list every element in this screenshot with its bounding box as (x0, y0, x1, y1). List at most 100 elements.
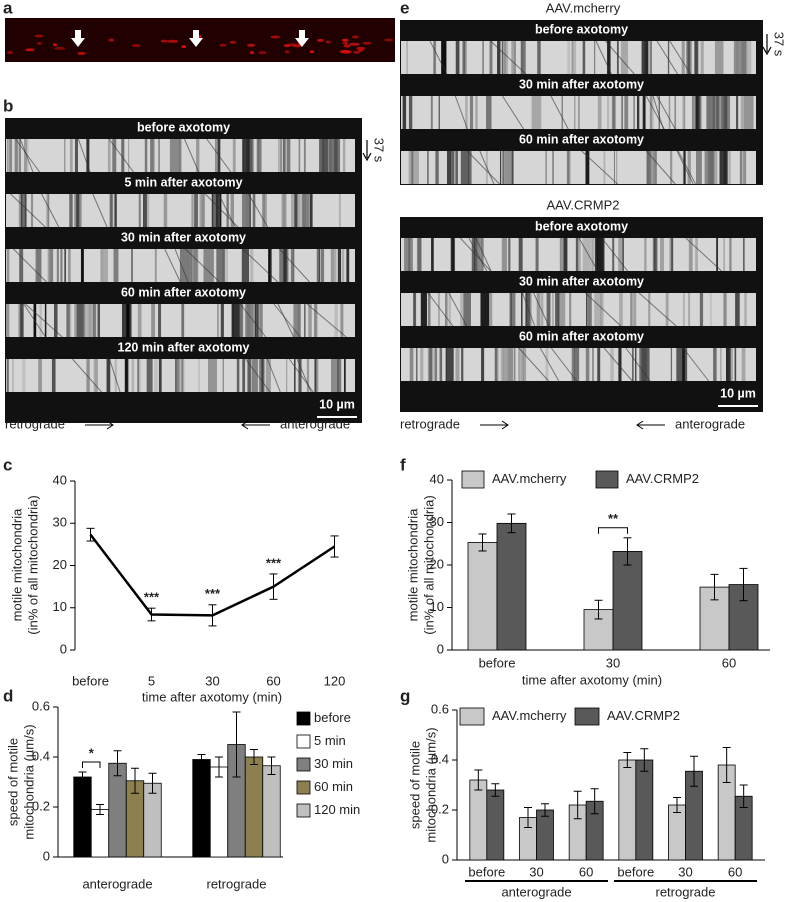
kymograph-stripe (502, 348, 514, 381)
group-title: AAV.mcherry (546, 0, 621, 15)
mito-spot (247, 43, 256, 47)
kymograph-stripe (671, 238, 674, 271)
kymograph-stripe (600, 293, 602, 326)
kymograph-stripe (743, 238, 745, 271)
error-bar (623, 752, 632, 768)
kymograph-stripe (460, 293, 464, 326)
kymograph-stripe (585, 293, 588, 326)
group-label: anterograde (501, 884, 571, 899)
kymograph-trace (685, 237, 722, 272)
kymograph-trace (585, 292, 622, 327)
mito-spot (356, 46, 366, 50)
annotation: *** (144, 590, 160, 605)
kymograph-stripe (247, 359, 252, 392)
kymograph-stripe (69, 194, 73, 227)
kymograph-stripe (585, 348, 590, 381)
panel-label: d (3, 686, 13, 705)
kymograph-stripe (97, 304, 101, 337)
error-bar (232, 711, 241, 778)
kymograph-trace (245, 358, 271, 393)
time-arrow-head (762, 46, 772, 56)
error-bar (78, 771, 87, 783)
mito-spot (270, 35, 280, 39)
kymograph-stripe (110, 194, 114, 227)
kymograph-stripe (409, 348, 414, 381)
kymograph-stripe (290, 249, 294, 282)
kymograph-stripe (715, 96, 719, 129)
kymograph-stripe (499, 151, 502, 184)
kymograph-stripe (463, 41, 467, 74)
kymograph-trace (13, 248, 47, 283)
kymograph-stripe (158, 139, 160, 172)
kymograph-stripe (261, 359, 265, 392)
kymograph-stripe (215, 139, 217, 172)
bar (612, 551, 643, 651)
kymograph-stripe (736, 41, 748, 74)
error-bar (594, 599, 603, 620)
kymograph-trace (669, 40, 691, 75)
panel-label: f (400, 455, 406, 474)
y-axis-label: speed of motile (407, 741, 422, 829)
kymograph-stripe (681, 41, 685, 74)
legend-swatch (574, 707, 600, 726)
kymograph-stripe (193, 249, 198, 282)
kymograph-stripe (337, 249, 342, 282)
mito-spot (25, 48, 35, 52)
kymograph-stripe (222, 249, 225, 282)
x-tick-label: 120 (324, 673, 346, 688)
kymograph-stripe (331, 359, 341, 392)
mito-spot (229, 40, 237, 44)
kymograph-stripe (520, 41, 526, 74)
kymograph-stripe (293, 304, 301, 337)
kymograph-stripe (711, 96, 714, 129)
kymograph-stripe (330, 249, 334, 282)
kymograph-stripe (646, 151, 648, 184)
kymograph-stripe (719, 151, 728, 184)
kymograph-stripe (283, 249, 287, 282)
kymograph-stripe (333, 249, 337, 282)
kymograph-stripe (709, 293, 712, 326)
kymograph-trace (603, 347, 633, 382)
mito-spot (325, 40, 331, 44)
kymograph-stripe (612, 238, 614, 271)
kymograph-stripe (545, 348, 549, 381)
kymograph-stripe (501, 238, 508, 271)
y-tick-label: 0.4 (32, 748, 50, 763)
kymograph-image (6, 359, 355, 392)
kymograph-stripe (217, 304, 219, 337)
kymograph-stripe (597, 348, 601, 381)
arrow (295, 30, 309, 47)
y-axis-label: speed of motile (5, 738, 20, 826)
kymograph-stripe (535, 238, 539, 271)
kymograph-stripe (668, 96, 671, 129)
mito-spot (181, 45, 187, 49)
kymograph-stripe (621, 96, 623, 129)
kymograph-stripe (486, 96, 492, 129)
kymograph-stripe (408, 151, 419, 184)
error-bar (148, 772, 157, 794)
kymograph-stripe (406, 41, 408, 74)
kymograph-stripe (619, 293, 623, 326)
y-tick-label: 0 (442, 851, 449, 866)
kymograph-stripe (254, 304, 256, 337)
kymograph-stripe (226, 194, 229, 227)
kymograph-stripe (106, 359, 111, 392)
kymograph-stripe (194, 194, 198, 227)
legend-swatch (296, 757, 311, 772)
kymograph-stripe (109, 194, 111, 227)
kymograph-stripe (76, 304, 84, 337)
kymograph-stripe (744, 96, 754, 129)
bar (618, 759, 637, 861)
mito-spot (160, 39, 168, 43)
panel-label: b (3, 96, 13, 115)
row-label: 30 min after axotomy (519, 77, 644, 91)
kymograph-stripe (488, 293, 493, 326)
kymograph-stripe (455, 348, 460, 381)
kymograph-stripe (343, 359, 346, 392)
scale-label: 25 µm (313, 63, 350, 78)
legend-label: 60 min (314, 779, 353, 794)
kymograph-stripe (94, 359, 99, 392)
kymograph-stripe (259, 304, 263, 337)
kymograph-stripe (30, 194, 34, 227)
kymograph-stripe (567, 41, 571, 74)
